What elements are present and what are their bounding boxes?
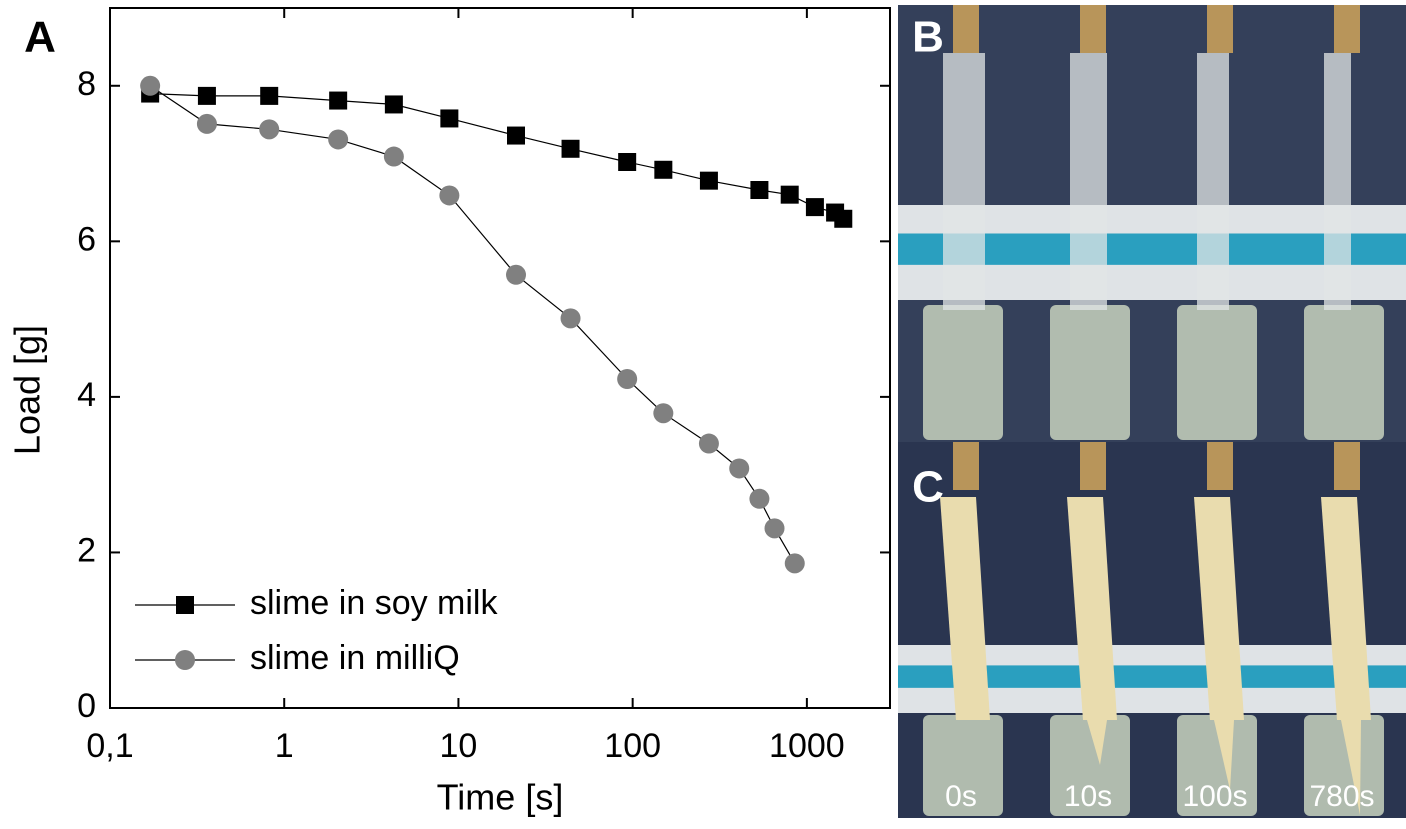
slime-drip [1214,720,1234,790]
legend-marker [175,650,195,670]
plot-frame [109,7,891,709]
series-line [150,93,844,220]
tube [1080,5,1106,53]
jar [923,715,1003,816]
data-point [439,185,460,206]
tube [1334,442,1360,490]
time-label: 780s [1309,780,1374,813]
slime [1324,53,1351,310]
slime [940,497,990,720]
legend-label: slime in milliQ [250,639,460,677]
slime [1321,497,1371,720]
slime-drip [1087,720,1107,765]
time-label: 0s [945,780,977,813]
jar [1304,305,1384,440]
data-point [561,139,580,158]
data-point [764,518,785,539]
panel-label: A [24,13,56,62]
jar [1050,715,1130,816]
time-label: 100s [1182,780,1247,813]
data-point [328,129,349,150]
tube [1334,5,1360,53]
data-point [140,75,161,96]
y-tick-label: 8 [77,65,96,103]
jar [1177,715,1257,816]
data-point [749,488,770,509]
jar [1050,305,1130,440]
x-tick-label: 1000 [769,727,845,765]
tube [1207,5,1233,53]
jar [1177,305,1257,440]
data-point [383,146,404,167]
tube [953,442,979,490]
panel-label: C [912,463,944,512]
y-axis-title: Load [g] [7,325,48,455]
photo-panels: B C 0s 10s 100s 780s [898,5,1406,818]
jar [1304,715,1384,816]
x-tick-label: 10 [440,727,478,765]
data-point [780,185,799,204]
data-point [196,113,217,134]
data-point [654,160,673,179]
data-point [784,553,805,574]
y-tick-label: 6 [77,220,96,258]
y-tick-label: 0 [77,687,96,725]
slime-drip [1341,720,1361,815]
legend-label: slime in soy milk [250,584,498,622]
data-point [653,403,674,424]
data-point [506,264,527,285]
x-axis-title: Time [s] [437,777,564,818]
slime [1070,53,1107,310]
data-point [560,308,581,329]
tube [953,5,979,53]
slime [1197,53,1229,310]
data-point [750,181,769,199]
data-point [329,91,348,110]
data-point [699,171,718,190]
x-tick-label: 0,1 [86,727,133,765]
data-point [197,86,216,105]
slime [1067,497,1117,720]
data-point [805,198,824,217]
legend-marker [176,596,194,614]
data-point [260,86,279,105]
data-point [729,458,750,479]
data-point [834,209,853,228]
series-line [149,85,796,564]
data-point [698,433,719,454]
data-point [618,153,637,171]
tube [1080,442,1106,490]
data-point [259,119,280,140]
x-tick-label: 1 [275,727,294,765]
data-point [440,109,459,128]
jar [923,305,1003,440]
data-point [384,95,403,114]
data-point [507,126,526,145]
tube [1207,442,1233,490]
slime [943,53,985,310]
y-tick-label: 2 [77,531,96,569]
time-label: 10s [1064,780,1112,813]
slime [1194,497,1244,720]
panel-label: B [912,13,944,62]
x-tick-label: 100 [604,727,661,765]
y-tick-label: 4 [77,376,96,414]
data-point [617,369,638,389]
